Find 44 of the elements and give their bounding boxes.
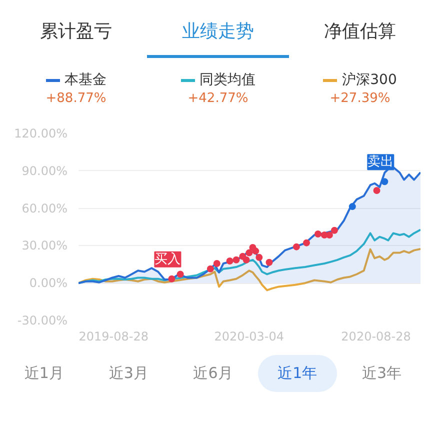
y-tick-label: 30.00% <box>22 238 68 253</box>
text: +88.77% <box>44 90 108 108</box>
text: 近3年 <box>361 363 403 384</box>
text: 业绩走势 <box>147 5 289 58</box>
point <box>226 258 234 265</box>
line-series <box>78 248 420 292</box>
point <box>292 243 300 250</box>
point <box>176 270 184 278</box>
y-tick-label: 60.00% <box>22 201 68 216</box>
text: 近1年 <box>258 355 337 392</box>
point <box>303 239 310 246</box>
point <box>256 254 263 261</box>
annotation: 卖出 <box>368 154 394 170</box>
point <box>348 203 356 210</box>
point <box>314 230 322 238</box>
legend-label: 沪深300 <box>342 72 397 88</box>
text: 近6月 <box>192 363 234 384</box>
text: 近3月 <box>108 363 150 384</box>
point <box>381 178 388 186</box>
point <box>213 260 220 268</box>
point <box>168 275 176 282</box>
legend-label: 本基金 <box>64 72 106 88</box>
point <box>373 186 380 194</box>
y-tick-label: 120.00% <box>14 126 68 140</box>
text: 近1月 <box>23 363 65 384</box>
y-tick-label: 0.00% <box>29 276 68 290</box>
point <box>266 258 273 266</box>
text: +27.39% <box>328 90 392 108</box>
x-tick-label: 2019-08-28 <box>78 330 149 344</box>
legend-label: 同类均值 <box>200 72 256 88</box>
point <box>246 249 253 256</box>
y-tick-label: 90.00% <box>22 164 68 178</box>
point <box>242 256 250 264</box>
text: 累计盈亏 <box>39 20 113 44</box>
annotation: 买入 <box>154 252 181 267</box>
text: 净值估算 <box>323 20 397 44</box>
x-tick-label: 2020-03-04 <box>214 330 284 344</box>
text: +42.77% <box>186 90 250 108</box>
y-tick-label: -30.00% <box>17 314 68 328</box>
x-tick-label: 2020-08-28 <box>341 330 411 344</box>
point <box>206 265 214 272</box>
point <box>232 256 240 264</box>
point <box>330 226 338 234</box>
point <box>252 248 260 255</box>
